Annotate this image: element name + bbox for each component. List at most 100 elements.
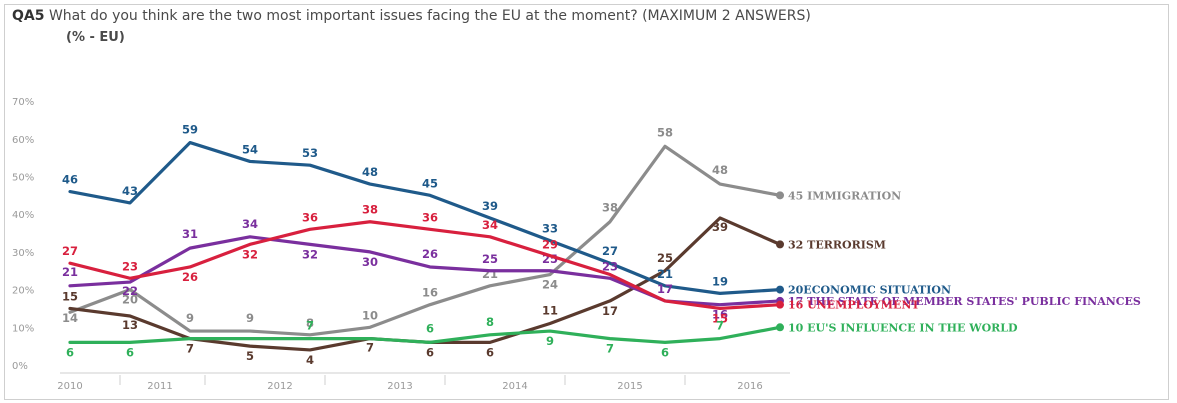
data-label: 23 bbox=[602, 259, 618, 273]
data-label: 6 bbox=[661, 345, 669, 359]
series-end-label: 17 THE STATE OF MEMBER STATES' PUBLIC FI… bbox=[788, 295, 1141, 308]
data-label: 45 bbox=[422, 176, 438, 190]
data-label: 9 bbox=[246, 311, 254, 325]
y-tick-label: 0% bbox=[12, 361, 28, 372]
y-tick-label: 60% bbox=[12, 135, 34, 146]
data-label: 36 bbox=[302, 210, 318, 224]
x-tick-label: 2011 bbox=[147, 381, 172, 392]
series-end-label: 16 UNEMPLOYMENT bbox=[788, 299, 920, 312]
y-tick-label: 40% bbox=[12, 210, 34, 221]
data-label: 32 bbox=[242, 247, 258, 261]
data-label: 7 bbox=[606, 342, 614, 356]
data-label: 16 bbox=[422, 286, 438, 300]
data-label: 7 bbox=[186, 342, 194, 356]
data-label: 34 bbox=[482, 218, 498, 232]
y-tick-label: 50% bbox=[12, 173, 34, 184]
data-label: 17 bbox=[602, 304, 618, 318]
series-end-marker bbox=[776, 300, 784, 309]
data-label: 58 bbox=[657, 125, 673, 139]
data-label: 32 bbox=[302, 247, 318, 261]
data-label: 7 bbox=[366, 341, 374, 355]
data-label: 8 bbox=[486, 315, 494, 329]
series-end-marker bbox=[776, 240, 784, 249]
x-tick-label: 2015 bbox=[617, 381, 642, 392]
data-label: 34 bbox=[242, 217, 258, 231]
x-tick-label: 2012 bbox=[267, 381, 292, 392]
data-label: 53 bbox=[302, 146, 318, 160]
data-label: 13 bbox=[122, 318, 138, 332]
x-tick-label: 2014 bbox=[502, 381, 527, 392]
data-label: 46 bbox=[62, 173, 78, 187]
data-label: 8 bbox=[306, 316, 314, 330]
series-line bbox=[68, 220, 782, 311]
data-label: 9 bbox=[546, 334, 554, 348]
data-label: 33 bbox=[542, 222, 558, 236]
series-end-label: 32 TERRORISM bbox=[788, 238, 886, 251]
data-label: 23 bbox=[122, 259, 138, 273]
series-end-marker bbox=[776, 285, 784, 294]
data-label: 36 bbox=[422, 210, 438, 224]
data-label: 22 bbox=[122, 284, 138, 298]
data-label: 30 bbox=[362, 255, 378, 269]
data-label: 6 bbox=[486, 345, 494, 359]
data-label: 21 bbox=[657, 267, 673, 281]
x-tick-label: 2016 bbox=[737, 381, 762, 392]
series-line bbox=[68, 144, 782, 337]
y-tick-label: 10% bbox=[12, 323, 34, 334]
data-label: 7 bbox=[716, 319, 724, 333]
data-label: 21 bbox=[62, 265, 78, 279]
data-label: 25 bbox=[657, 251, 673, 265]
data-label: 10 bbox=[362, 308, 378, 322]
data-label: 6 bbox=[426, 321, 434, 335]
series-end-label: 20ECONOMIC SITUATION bbox=[788, 284, 951, 297]
y-tick-label: 20% bbox=[12, 286, 34, 297]
data-label: 38 bbox=[362, 203, 378, 217]
data-label: 27 bbox=[602, 244, 618, 258]
data-label: 59 bbox=[182, 123, 198, 137]
data-label: 26 bbox=[422, 247, 438, 261]
series-end-label: 45 IMMIGRATION bbox=[788, 189, 901, 202]
data-label: 6 bbox=[426, 345, 434, 359]
y-tick-label: 30% bbox=[12, 248, 34, 259]
data-label: 6 bbox=[66, 345, 74, 359]
data-label: 26 bbox=[182, 270, 198, 284]
data-label: 4 bbox=[306, 353, 314, 367]
unit-label: (% - EU) bbox=[66, 30, 125, 45]
data-label: 27 bbox=[62, 244, 78, 258]
data-label: 5 bbox=[246, 349, 254, 363]
data-label: 6 bbox=[126, 345, 134, 359]
data-label: 48 bbox=[362, 165, 378, 179]
question-code: QA5 bbox=[12, 8, 45, 24]
data-label: 15 bbox=[712, 311, 728, 325]
data-label: 14 bbox=[62, 311, 78, 325]
data-label: 29 bbox=[542, 238, 558, 252]
y-tick-label: 70% bbox=[12, 97, 34, 108]
data-label: 15 bbox=[62, 289, 78, 303]
x-tick-label: 2010 bbox=[57, 381, 82, 392]
data-label: 17 bbox=[657, 282, 673, 296]
data-label: 43 bbox=[122, 184, 138, 198]
data-label: 19 bbox=[712, 274, 728, 288]
data-label: 16 bbox=[712, 308, 728, 322]
data-label: 54 bbox=[242, 142, 258, 156]
data-label: 25 bbox=[482, 252, 498, 266]
data-label: 24 bbox=[542, 278, 558, 292]
data-label: 20 bbox=[122, 293, 138, 307]
x-tick-label: 2013 bbox=[387, 381, 412, 392]
series-line bbox=[68, 140, 782, 295]
series-end-label: 10 EU'S INFLUENCE IN THE WORLD bbox=[788, 321, 1018, 334]
series-end-marker bbox=[776, 191, 784, 200]
data-label: 38 bbox=[602, 201, 618, 215]
data-label: 11 bbox=[542, 304, 558, 318]
data-label: 7 bbox=[306, 319, 314, 333]
question-title: QA5 What do you think are the two most i… bbox=[12, 8, 811, 24]
chart-frame bbox=[4, 4, 1169, 400]
data-label: 39 bbox=[712, 220, 728, 234]
data-label: 48 bbox=[712, 163, 728, 177]
data-label: 31 bbox=[182, 227, 198, 241]
series-end-marker bbox=[776, 323, 784, 332]
question-text: What do you think are the two most impor… bbox=[48, 8, 811, 24]
series-line bbox=[68, 325, 782, 344]
data-label: 9 bbox=[186, 311, 194, 325]
